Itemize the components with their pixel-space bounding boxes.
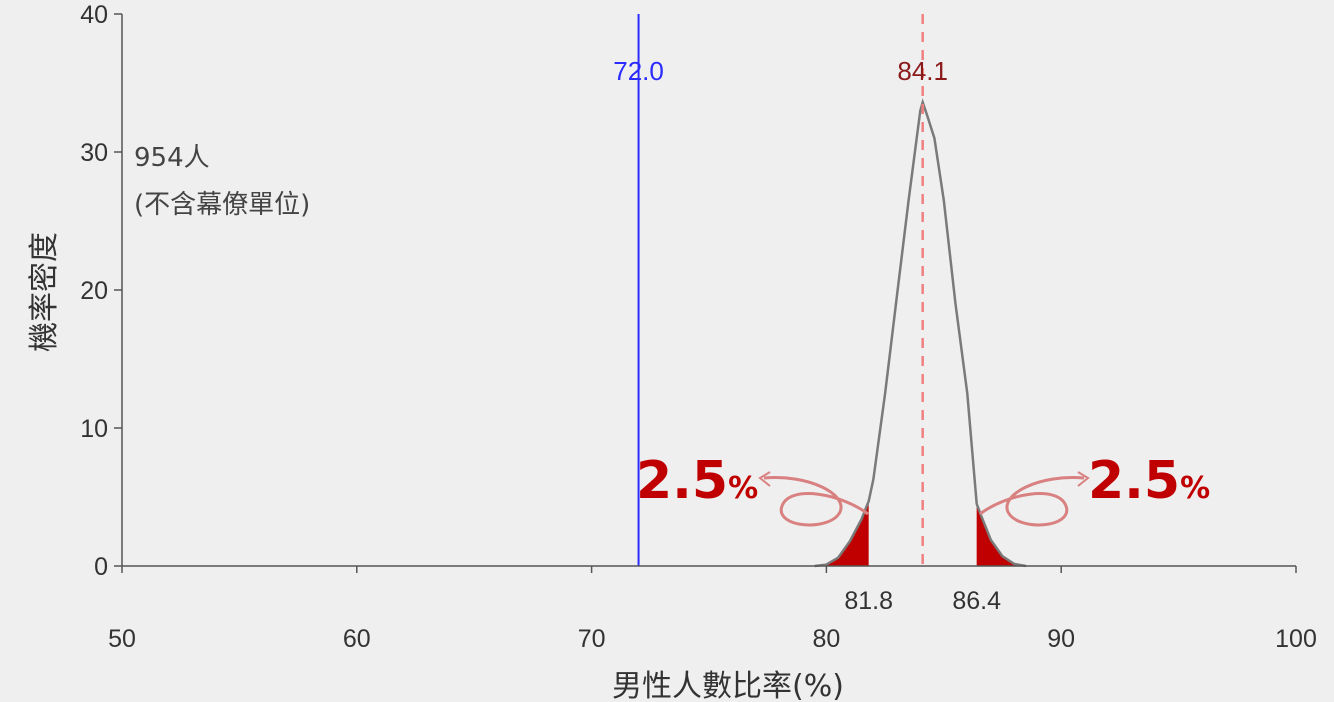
- right-curly-arrow: [979, 475, 1085, 527]
- y-axis-title: 機率密度: [27, 232, 62, 352]
- left-curly-arrow: [763, 475, 869, 527]
- sample-scope-note: (不含幕僚單位): [134, 190, 310, 220]
- y-tick-label: 10: [80, 415, 108, 443]
- y-tick-label: 20: [80, 277, 108, 305]
- x-tick-label: 50: [108, 625, 136, 653]
- sample-size-note: 954人: [134, 143, 210, 173]
- ci-lower-label: 81.8: [844, 587, 893, 615]
- density-curve: [814, 98, 1027, 568]
- left-arrow-head: [758, 471, 771, 487]
- x-tick-label: 60: [343, 625, 371, 653]
- x-tick-label: 80: [812, 625, 840, 653]
- ci-upper-label: 86.4: [952, 587, 1001, 615]
- right-tail-percent-label: 2.5%: [1088, 451, 1210, 511]
- x-tick-label: 90: [1047, 625, 1075, 653]
- x-axis-title: 男性人數比率(%): [612, 669, 844, 702]
- x-tick-label: 100: [1275, 625, 1317, 653]
- right-arrow-head: [1077, 471, 1090, 487]
- y-tick-label: 30: [80, 139, 108, 167]
- y-tick-label: 40: [80, 1, 108, 29]
- left-tail-area: [814, 501, 869, 566]
- right-tail-area: [976, 503, 1026, 566]
- observed-value-label: 72.0: [613, 56, 664, 86]
- left-tail-percent-label: 2.5%: [636, 451, 758, 511]
- y-tick-label: 0: [94, 553, 108, 581]
- mean-value-label: 84.1: [897, 56, 948, 86]
- x-tick-label: 70: [578, 625, 606, 653]
